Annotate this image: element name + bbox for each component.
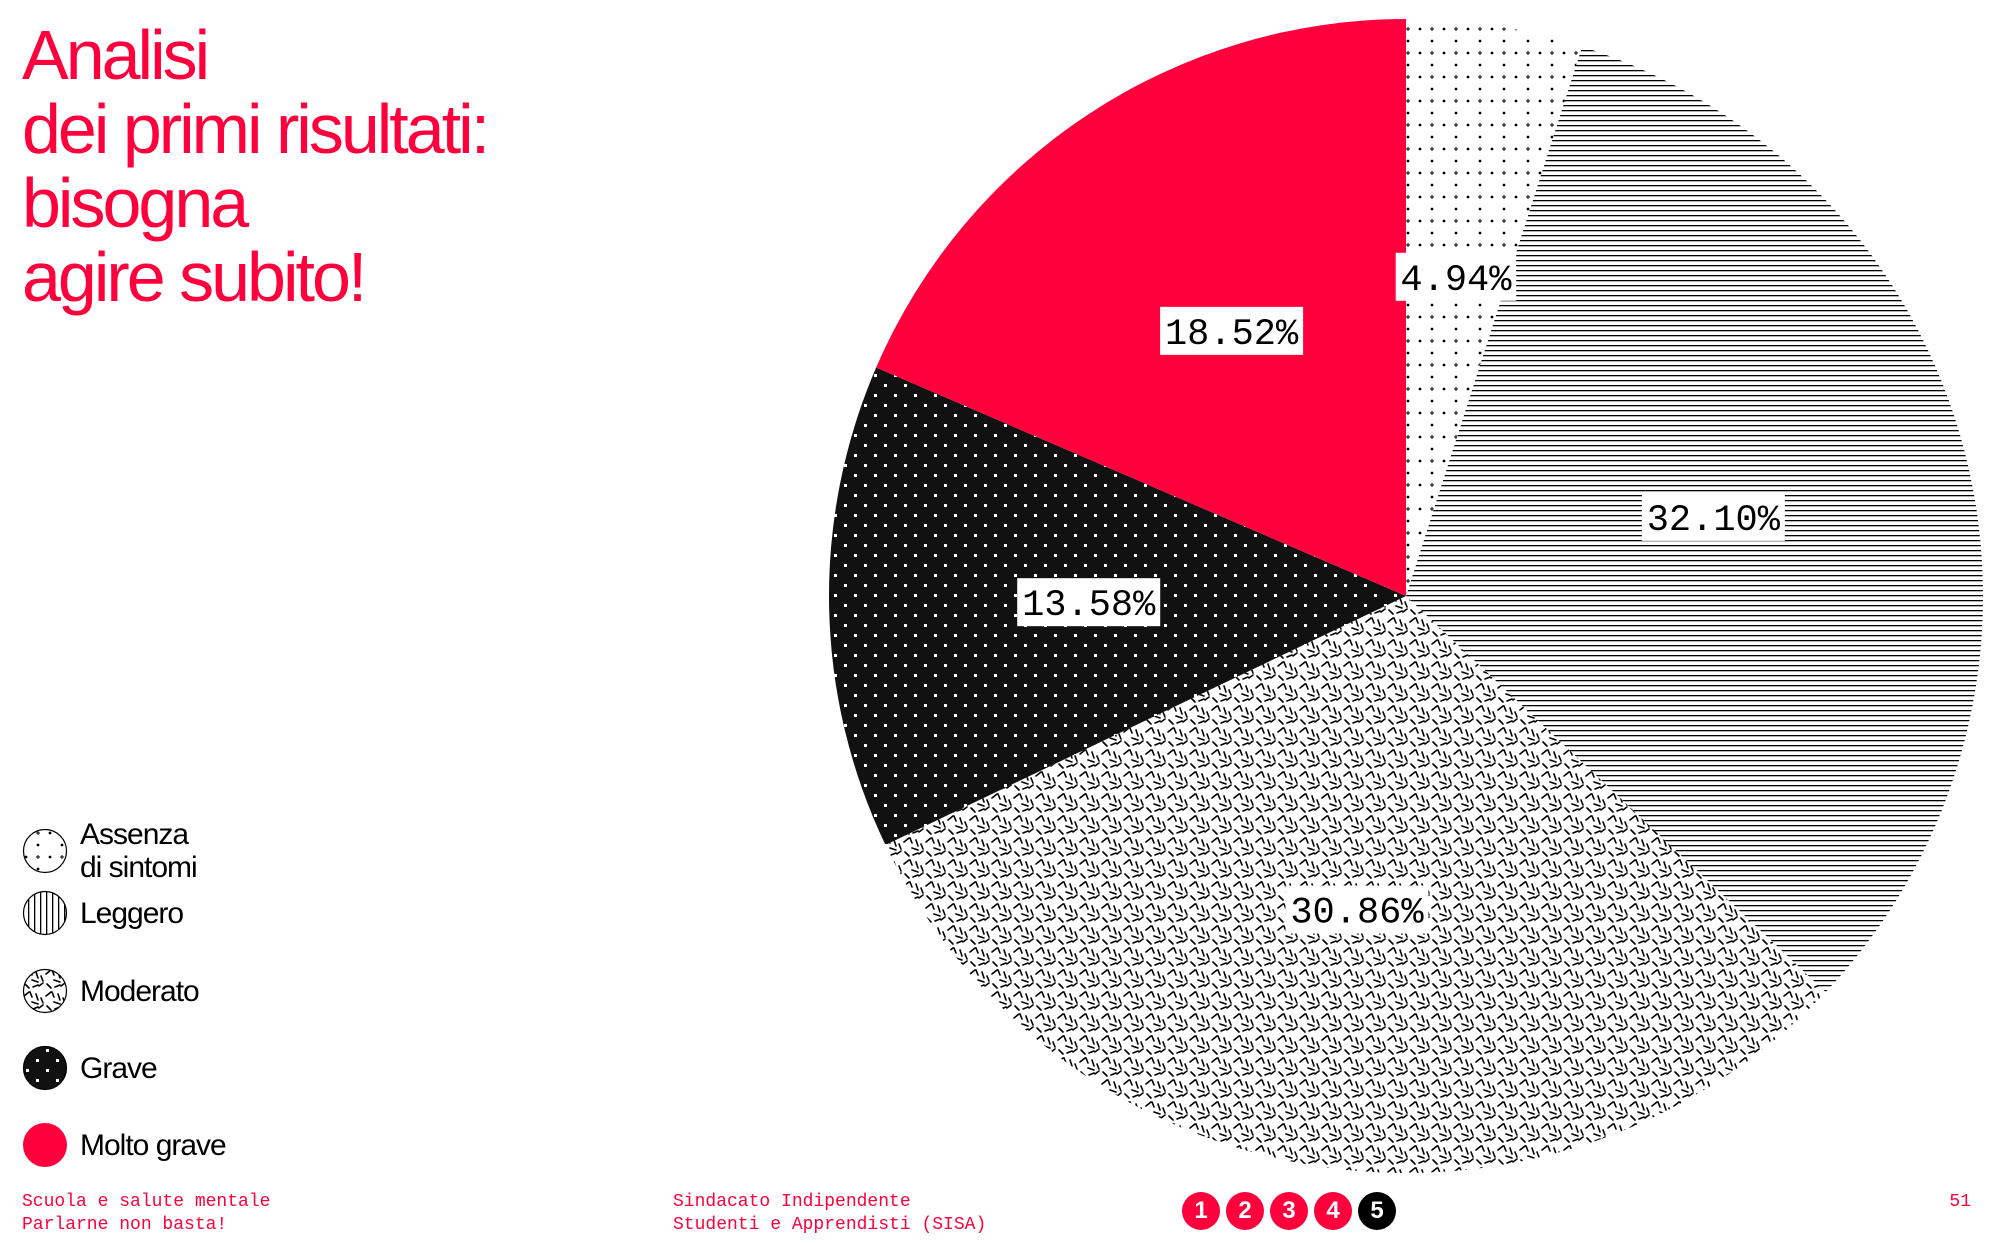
- footer-organization: Sindacato Indipendente Studenti e Appren…: [673, 1192, 987, 1235]
- legend-label: Molto grave: [80, 1128, 227, 1162]
- legend-item-grave: Grave: [22, 1045, 158, 1091]
- legend-label: Moderato: [80, 974, 200, 1008]
- chapter-dot-2[interactable]: 2: [1226, 1192, 1264, 1230]
- chapter-dot-3[interactable]: 3: [1270, 1192, 1308, 1230]
- legend-item-assenza: Assenza di sintomi: [22, 818, 198, 884]
- data-label-molto-grave-background: [1160, 306, 1304, 355]
- data-label-grave: 13.58%: [1022, 585, 1156, 627]
- data-label-molto-grave: 18.52%: [1165, 314, 1299, 356]
- slice-molto-grave: [876, 19, 1406, 596]
- page-title: Analisi dei primi risultati: bisogna agi…: [22, 16, 490, 316]
- legend-item-molto-grave: Molto grave: [22, 1122, 227, 1168]
- page-number: 51: [1949, 1192, 1971, 1212]
- slice-moderato: [885, 596, 1826, 1174]
- legend-label: Leggero: [80, 896, 184, 930]
- chapter-dot-5-active[interactable]: 5: [1358, 1192, 1396, 1230]
- data-label-grave-background: [1017, 578, 1161, 627]
- dashes-swatch-icon: [22, 968, 68, 1014]
- footer-publication-title: Scuola e salute mentale Parlarne non bas…: [22, 1192, 271, 1235]
- chapter-dot-4[interactable]: 4: [1314, 1192, 1352, 1230]
- legend-item-moderato: Moderato: [22, 968, 200, 1014]
- legend-label: Assenza di sintomi: [80, 818, 198, 884]
- vertical-lines-swatch-icon: [22, 890, 68, 936]
- data-label-assenza-background: [1395, 252, 1517, 301]
- slice-assenza: [1406, 19, 1583, 596]
- chapter-navigation: 1 2 3 4 5: [1182, 1192, 1396, 1230]
- data-label-moderato: 30.86%: [1290, 893, 1424, 935]
- dark-dots-swatch-icon: [22, 1045, 68, 1091]
- data-label-moderato-background: [1285, 885, 1429, 934]
- red-solid-swatch-icon: [23, 1123, 67, 1167]
- chapter-dot-1[interactable]: 1: [1182, 1192, 1220, 1230]
- data-label-leggero-background: [1641, 492, 1785, 541]
- data-label-assenza: 4.94%: [1400, 260, 1512, 302]
- legend-label: Grave: [80, 1051, 158, 1085]
- legend-item-leggero: Leggero: [22, 890, 184, 936]
- sparse-dots-swatch-icon: [22, 828, 68, 874]
- data-label-leggero: 32.10%: [1647, 500, 1781, 542]
